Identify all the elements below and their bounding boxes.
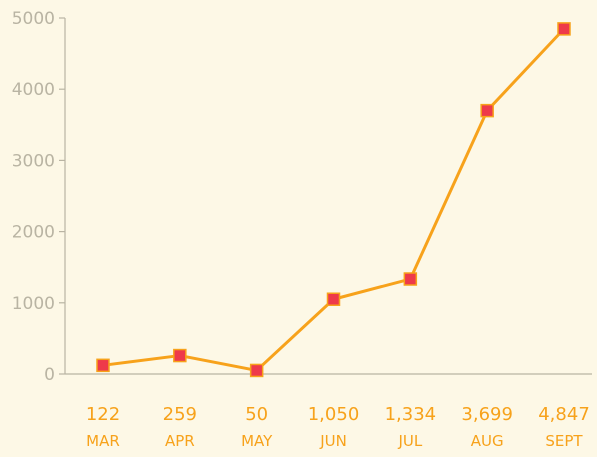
data-point-marker: [326, 292, 341, 306]
value-label: 122: [86, 404, 120, 425]
series-line: [102, 27, 566, 372]
x-category-label: AUG: [471, 432, 504, 450]
data-point-marker: [249, 363, 264, 378]
value-label: 1,050: [308, 404, 360, 425]
x-category-label: MAR: [86, 432, 120, 450]
x-category-label: SEPT: [545, 432, 583, 450]
data-point-marker: [96, 358, 110, 373]
x-category-label: JUL: [397, 432, 422, 450]
y-tick-label: 4000: [12, 80, 55, 100]
y-tick-label: 1000: [12, 294, 55, 314]
data-point-marker: [173, 348, 187, 363]
value-label: 1,334: [385, 404, 437, 425]
x-category-label: JUN: [319, 432, 347, 450]
y-tick-label: 3000: [12, 151, 55, 171]
value-label: 4,847: [538, 404, 590, 425]
data-point-marker: [403, 272, 418, 286]
value-label: 259: [163, 404, 197, 425]
data-point-marker: [557, 22, 571, 36]
value-label: 50: [245, 404, 268, 425]
value-label: 3,699: [461, 404, 513, 425]
y-tick-label: 5000: [12, 9, 55, 29]
y-tick-label: 2000: [12, 223, 55, 243]
x-category-label: MAY: [241, 432, 273, 450]
y-tick-label: 0: [44, 365, 55, 385]
x-category-label: APR: [165, 432, 195, 450]
data-point-marker: [480, 103, 494, 118]
